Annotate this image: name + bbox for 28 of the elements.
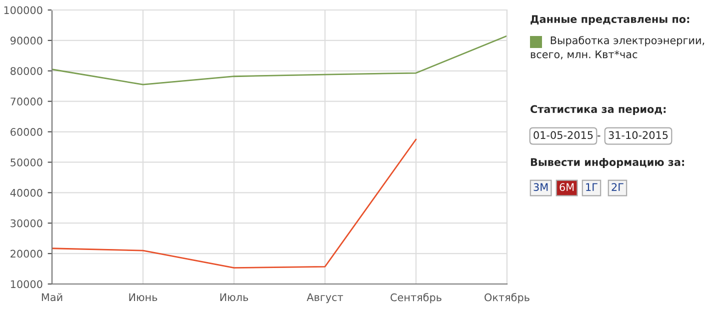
y-tick-label: 20000 [10, 250, 42, 258]
line-series [52, 35, 507, 86]
y-tick-label: 70000 [10, 98, 42, 106]
y-tick-label: 90000 [10, 36, 42, 45]
y-tick-label: 10000 [10, 280, 42, 288]
y-tick-label: 30000 [10, 219, 42, 228]
text: 01-05-2015 [534, 131, 593, 140]
text: Вывести информацию за: [530, 158, 684, 168]
y-tick-label: 40000 [10, 188, 42, 197]
text: Статистика за период: [530, 105, 666, 116]
x-tick-label: Июнь [129, 293, 158, 302]
y-tick-label: 60000 [10, 128, 42, 136]
y-tick-label: 50000 [10, 158, 42, 166]
line-series [52, 138, 417, 269]
text: 2Г [612, 183, 624, 191]
text: 6М [560, 183, 574, 192]
text: 1Г [586, 183, 598, 191]
y-tick-label: 100000 [4, 6, 42, 14]
x-tick-label: Сентябрь [390, 293, 442, 304]
x-tick-label: Октябрь [484, 293, 530, 304]
legend-label: Выработка электроэнергии, всего, млн. Квт*час [530, 36, 704, 60]
x-tick-label: Июль [220, 293, 248, 302]
x-tick-label: Май [42, 293, 62, 302]
x-tick-label: Август [306, 293, 344, 304]
legend-title: Данные представлены по: [530, 15, 690, 26]
text: 31-10-2015 [608, 131, 668, 140]
y-tick-label: 80000 [10, 67, 42, 75]
text: 3М [534, 183, 548, 192]
